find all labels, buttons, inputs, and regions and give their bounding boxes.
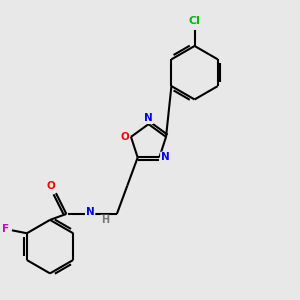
Text: O: O xyxy=(120,132,129,142)
Text: H: H xyxy=(101,215,109,226)
Text: F: F xyxy=(2,224,9,234)
Text: N: N xyxy=(161,152,170,163)
Text: O: O xyxy=(46,181,55,191)
Text: N: N xyxy=(144,113,153,123)
Text: N: N xyxy=(86,208,94,218)
Text: Cl: Cl xyxy=(189,16,200,26)
